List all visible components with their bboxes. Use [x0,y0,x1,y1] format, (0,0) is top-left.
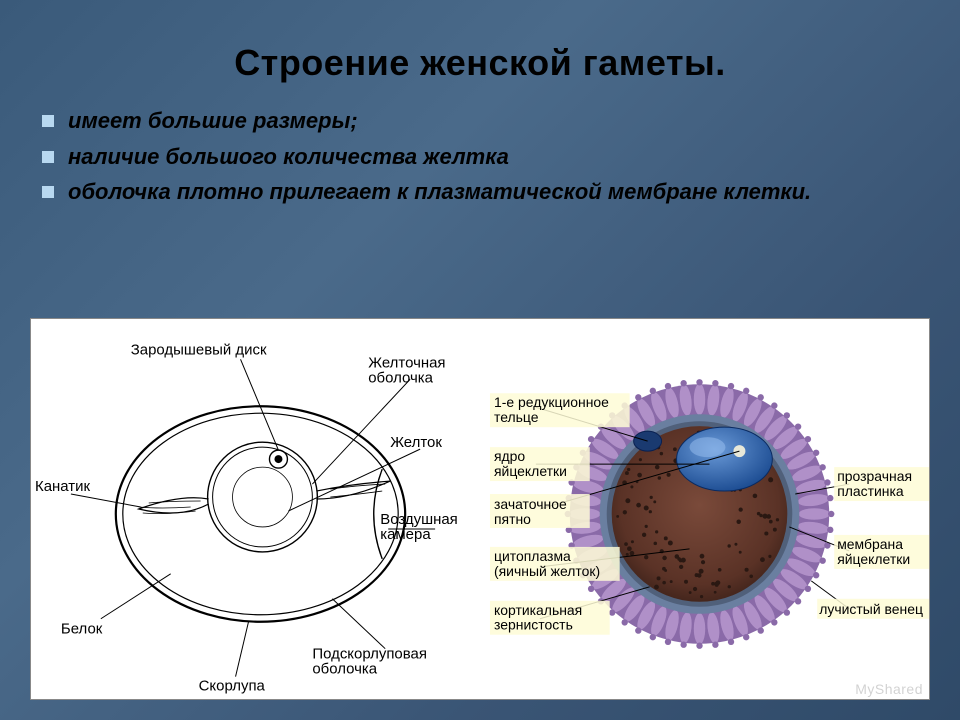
label-air-cell: Воздушнаякамера [380,511,458,543]
label-cortical: кортикальнаязернистость [494,602,582,633]
label-sub-shell: Подскорлуповаяоболочка [312,646,427,678]
slide-title: Строение женской гаметы. [0,0,960,84]
egg-diagram: Зародышевый диск Желточнаяоболочка Желто… [35,341,458,694]
figure-panel: Зародышевый диск Желточнаяоболочка Желто… [30,318,930,700]
bullet-text: наличие большого количества желтка [68,142,509,172]
bullet-marker-icon [42,115,54,127]
ovum-diagram: 1-е редукционноетельце ядрояйцеклетки за… [490,379,929,649]
bullet-text: оболочка плотно прилегает к плазматическ… [68,177,811,207]
bullet-item: оболочка плотно прилегает к плазматическ… [42,177,926,207]
label-membrane: мембранаяйцеклетки [837,536,910,567]
bullet-marker-icon [42,186,54,198]
label-yolk-membrane: Желточнаяоболочка [368,354,445,386]
bullet-list: имеет большие размеры; наличие большого … [42,106,926,207]
watermark: MyShared [855,681,923,697]
slide: Строение женской гаметы. имеет большие р… [0,0,960,720]
label-albumen: Белок [61,621,103,638]
bullet-text: имеет большие размеры; [68,106,358,136]
label-yolk: Желток [390,434,442,451]
label-chalaza: Канатик [35,478,90,495]
bullet-marker-icon [42,151,54,163]
bullet-item: наличие большого количества желтка [42,142,926,172]
label-germinal-disc: Зародышевый диск [131,341,267,358]
label-zona: прозрачнаяпластинка [837,468,912,499]
label-shell: Скорлупа [199,678,266,695]
label-corona: лучистый венец [819,601,923,617]
bullet-item: имеет большие размеры; [42,106,926,136]
diagrams-svg: Зародышевый диск Желточнаяоболочка Желто… [31,319,929,699]
